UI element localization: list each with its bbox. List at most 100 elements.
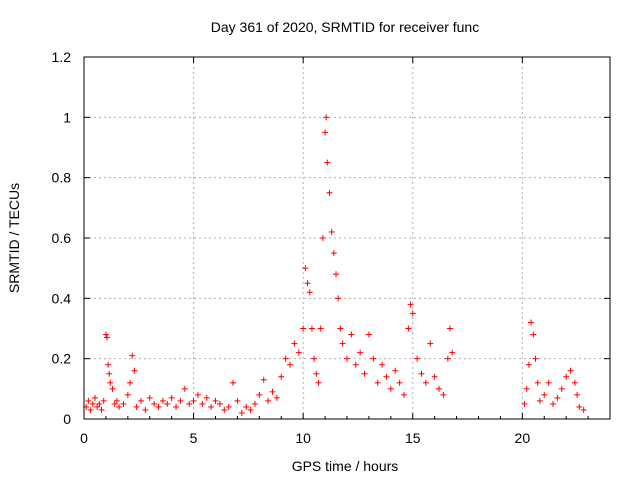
- data-point: [436, 385, 443, 392]
- y-tick-label: 0.8: [52, 170, 72, 186]
- data-point: [563, 373, 570, 380]
- data-point: [313, 370, 320, 377]
- data-point: [414, 355, 421, 362]
- data-point: [96, 400, 103, 407]
- data-point: [212, 397, 219, 404]
- data-point: [194, 391, 201, 398]
- data-point: [265, 397, 272, 404]
- data-point: [571, 379, 578, 386]
- data-point: [164, 400, 171, 407]
- data-points: [83, 114, 587, 416]
- data-point: [352, 361, 359, 368]
- x-tick-label: 0: [80, 430, 88, 446]
- data-point: [422, 379, 429, 386]
- data-point: [407, 301, 414, 308]
- data-point: [554, 394, 561, 401]
- x-tick-label: 20: [515, 430, 531, 446]
- data-point: [102, 331, 109, 338]
- data-point: [131, 367, 138, 374]
- data-point: [151, 400, 158, 407]
- data-point: [523, 385, 530, 392]
- data-point: [87, 406, 94, 413]
- data-point: [129, 352, 136, 359]
- data-point: [251, 400, 258, 407]
- data-point: [392, 367, 399, 374]
- data-point: [243, 403, 250, 410]
- data-point: [324, 159, 331, 166]
- data-point: [532, 355, 539, 362]
- x-tick-label: 10: [295, 430, 311, 446]
- y-tick-label: 0.4: [52, 290, 72, 306]
- data-point: [431, 373, 438, 380]
- data-point: [525, 361, 532, 368]
- data-point: [308, 325, 315, 332]
- grid-lines: [84, 57, 610, 419]
- data-point: [181, 385, 188, 392]
- y-tick-label: 0.6: [52, 230, 72, 246]
- data-point: [550, 400, 557, 407]
- data-point: [348, 331, 355, 338]
- data-point: [302, 265, 309, 272]
- data-point: [137, 397, 144, 404]
- data-point: [361, 370, 368, 377]
- data-point: [89, 400, 96, 407]
- data-point: [370, 355, 377, 362]
- data-point: [300, 325, 307, 332]
- data-point: [295, 349, 302, 356]
- data-point: [116, 403, 123, 410]
- data-point: [282, 355, 289, 362]
- data-point: [199, 400, 206, 407]
- data-point: [85, 397, 92, 404]
- data-point: [400, 391, 407, 398]
- data-point: [105, 361, 112, 368]
- data-point: [287, 361, 294, 368]
- data-point: [326, 189, 333, 196]
- data-point: [238, 409, 245, 416]
- data-point: [545, 379, 552, 386]
- data-point: [111, 400, 118, 407]
- data-point: [94, 403, 101, 410]
- data-point: [109, 385, 116, 392]
- chart-title: Day 361 of 2020, SRMTID for receiver fun…: [211, 19, 479, 35]
- plot-frame: [83, 56, 611, 420]
- data-point: [142, 406, 149, 413]
- data-point: [230, 379, 237, 386]
- data-point: [365, 331, 372, 338]
- data-point: [304, 280, 311, 287]
- data-point: [333, 271, 340, 278]
- x-axis-label: GPS time / hours: [292, 458, 399, 474]
- data-point: [273, 394, 280, 401]
- data-point: [418, 370, 425, 377]
- data-point: [405, 325, 412, 332]
- data-point: [357, 349, 364, 356]
- data-point: [396, 379, 403, 386]
- data-point: [574, 391, 581, 398]
- data-point: [374, 379, 381, 386]
- data-point: [339, 340, 346, 347]
- data-point: [322, 129, 329, 136]
- data-point: [383, 373, 390, 380]
- data-point: [120, 400, 127, 407]
- data-point: [379, 361, 386, 368]
- data-point: [159, 397, 166, 404]
- data-point: [319, 235, 326, 241]
- data-point: [315, 379, 322, 386]
- data-point: [127, 379, 134, 386]
- data-point: [567, 367, 574, 374]
- x-tick-label: 15: [405, 430, 421, 446]
- data-point: [146, 394, 153, 401]
- data-point: [530, 331, 537, 338]
- y-axis-label: SRMTID / TECUs: [6, 183, 22, 293]
- data-point: [311, 355, 318, 362]
- data-point: [541, 391, 548, 398]
- data-point: [387, 385, 394, 392]
- tick-labels: 0 0.2 0.4 0.6 0.8 1 1.2 0 5 10 15 20: [52, 49, 531, 446]
- data-point: [106, 370, 113, 377]
- data-point: [168, 394, 175, 401]
- data-point: [100, 397, 107, 404]
- data-point: [337, 325, 344, 332]
- data-point: [225, 403, 232, 410]
- data-point: [536, 397, 543, 404]
